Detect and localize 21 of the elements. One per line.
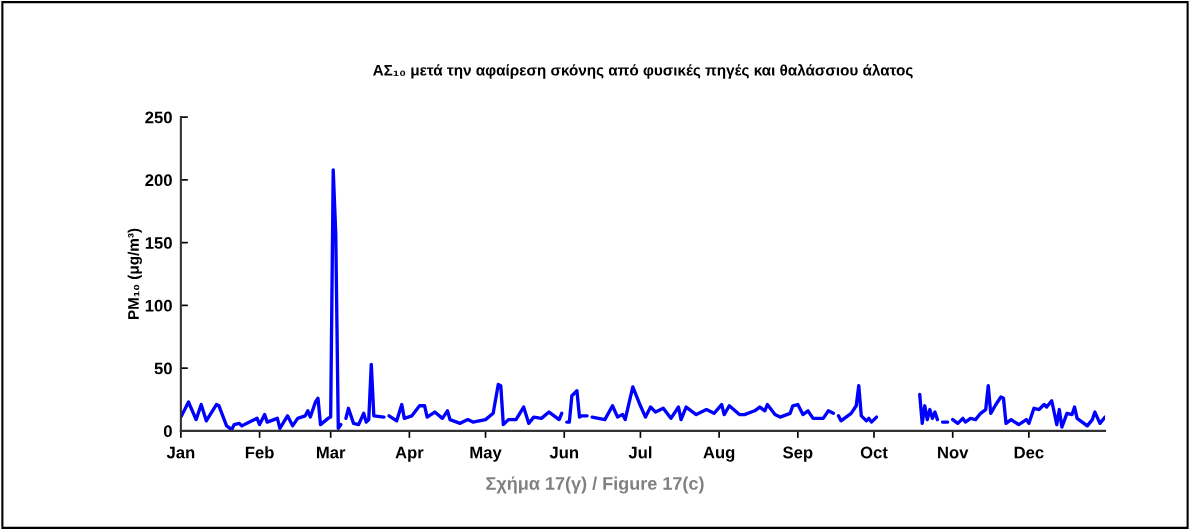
- x-tick-label: Sep: [783, 446, 813, 462]
- x-tick-label: Jun: [549, 446, 579, 459]
- y-tick-label: 0: [163, 425, 172, 438]
- x-tick-label: Nov: [938, 446, 969, 459]
- y-tick-label: 250: [145, 111, 172, 124]
- x-tick-label: Oct: [860, 446, 888, 459]
- x-tick-label: Jul: [628, 446, 652, 459]
- x-tick-label: May: [470, 446, 502, 462]
- y-tick-label: 200: [145, 174, 172, 187]
- x-tick-label: Jan: [166, 446, 195, 459]
- y-axis-title: PM₁₀ (μg/m³): [127, 228, 142, 320]
- y-tick-label: 50: [154, 362, 172, 375]
- x-tick-label: Dec: [1014, 446, 1044, 459]
- x-tick-label: Feb: [245, 446, 274, 459]
- y-tick-label: 150: [145, 237, 172, 249]
- x-tick-label: Apr: [395, 446, 424, 462]
- chart-title: ΑΣ₁₀ μετά την αφαίρεση σκόνης από φυσικές πηγές και θαλάσσιου άλατος: [373, 64, 913, 79]
- x-tick-label: Mar: [316, 446, 346, 459]
- y-tick-label: 100: [145, 299, 172, 312]
- x-tick-label: Aug: [703, 446, 735, 462]
- text: Σχήμα 17(γ) / Figure 17(c): [486, 476, 704, 494]
